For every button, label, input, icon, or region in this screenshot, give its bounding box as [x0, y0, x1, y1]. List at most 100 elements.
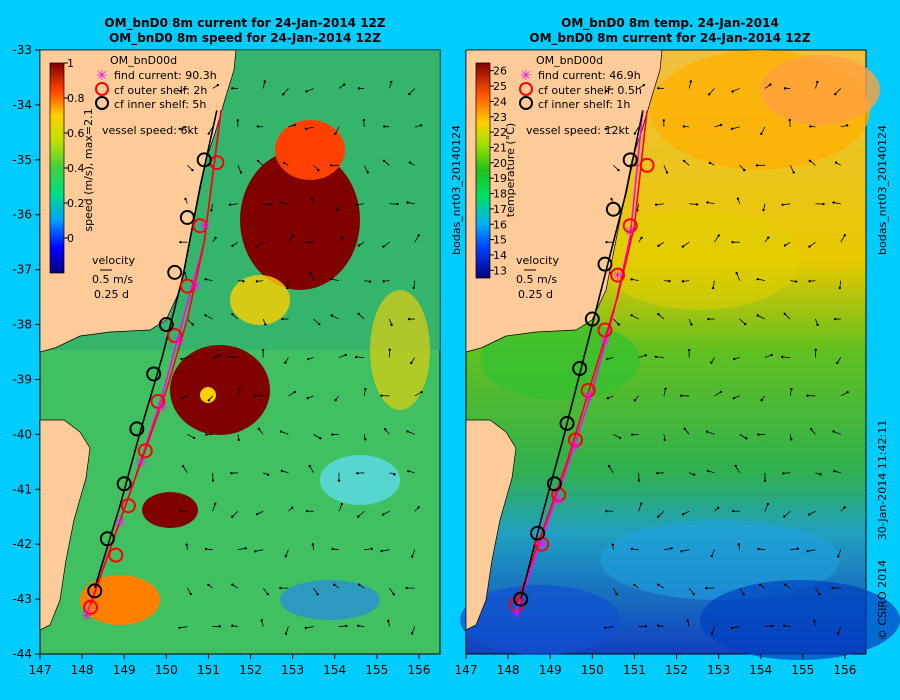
current-arrow-head	[737, 543, 741, 546]
current-arrow-head	[711, 286, 715, 290]
right-legend-inner-shelf-icon	[519, 96, 533, 110]
current-arrow-head	[767, 236, 770, 239]
current-arrow-head	[285, 286, 289, 290]
current-arrow-head	[309, 272, 312, 275]
current-arrow	[305, 626, 314, 629]
colorbar-tick-label: 0.6	[67, 127, 85, 140]
find-current-marker: ✳	[599, 334, 611, 350]
current-arrow-head	[356, 472, 359, 475]
current-arrow	[331, 315, 340, 320]
current-arrow-head	[736, 197, 740, 200]
right-chart-title: OM_bnD0 8m temp. 24-Jan-2014	[561, 16, 779, 31]
current-arrow	[338, 503, 343, 512]
current-arrow-head	[790, 387, 793, 391]
current-arrow-head	[662, 119, 665, 122]
current-arrow-head	[178, 626, 181, 629]
current-arrow-head	[192, 436, 196, 440]
current-arrow-head	[756, 277, 759, 281]
inner-shelf-marker	[87, 583, 103, 599]
current-arrow-head	[832, 201, 835, 204]
inner-shelf-marker	[179, 209, 195, 225]
current-arrow-head	[644, 354, 647, 357]
current-arrow-head	[417, 506, 420, 509]
outer-shelf-marker	[120, 498, 136, 514]
current-arrow-head	[755, 164, 759, 167]
current-arrow-head	[783, 515, 786, 518]
current-arrow-head	[690, 323, 693, 326]
current-arrow-head	[734, 464, 737, 468]
current-arrow	[262, 587, 269, 595]
current-arrow-head	[707, 317, 710, 321]
y-tick-label: -35	[12, 153, 32, 167]
left-legend-header: OM_bnD00d	[110, 54, 177, 67]
current-arrow-head	[266, 473, 270, 476]
current-arrow	[230, 203, 238, 206]
current-arrow-head	[345, 624, 348, 628]
current-arrow	[305, 126, 314, 130]
outer-shelf-marker	[622, 218, 638, 234]
current-arrow-head	[255, 513, 259, 516]
colorbar-tick-label: 17	[493, 203, 507, 216]
current-arrow	[663, 388, 666, 397]
colorbar-tick-label: 0.4	[67, 162, 85, 175]
current-arrow	[638, 503, 642, 512]
current-arrow-head	[831, 586, 834, 590]
x-tick-label: 151	[197, 663, 220, 677]
left-colorbar	[49, 62, 65, 274]
current-arrow	[414, 235, 420, 243]
current-arrow	[840, 391, 848, 397]
current-arrow-head	[336, 208, 339, 212]
x-tick-label: 156	[833, 663, 856, 677]
current-arrow-head	[382, 280, 385, 283]
current-arrow-head	[743, 322, 747, 326]
current-arrow-head	[216, 83, 220, 87]
x-tick-label: 155	[791, 663, 814, 677]
current-arrow-head	[760, 398, 763, 402]
current-arrow	[414, 391, 422, 397]
current-arrow-head	[396, 202, 399, 206]
current-arrow-head	[406, 201, 409, 204]
current-arrow-head	[263, 80, 266, 83]
current-arrow-head	[630, 314, 633, 317]
current-arrow-head	[364, 438, 367, 441]
left-y-axis-ticks: -33 -34 -35 -36 -37 -38 -39 -40 -41 -42 -43 -44	[12, 43, 40, 661]
current-arrow-head	[845, 124, 849, 127]
current-arrow-head	[708, 161, 712, 165]
current-arrow-head	[204, 278, 207, 281]
current-arrow-head	[808, 280, 811, 283]
outer-shelf-marker	[179, 278, 195, 294]
x-tick-label: 147	[29, 663, 52, 677]
right-colorbar-label: temperature (°C)	[504, 123, 517, 217]
current-arrow-head	[231, 244, 234, 248]
current-arrow-head	[731, 240, 734, 244]
current-arrow-head	[417, 234, 420, 237]
current-arrow-head	[390, 80, 393, 84]
current-arrow-head	[834, 161, 838, 164]
left-legend-outer-shelf: cf outer shelf: 2h	[114, 84, 207, 97]
current-arrow	[338, 625, 347, 627]
left-velocity-key-time: 0.25 d	[94, 288, 129, 301]
current-arrow	[760, 126, 766, 135]
current-arrow-head	[705, 586, 708, 590]
colorbar-tick-label: 19	[493, 172, 507, 185]
current-arrow	[809, 241, 816, 247]
current-arrow-head	[228, 355, 232, 359]
current-arrow-head	[730, 626, 734, 630]
current-arrow-head	[719, 123, 723, 127]
inner-shelf-marker	[530, 525, 546, 541]
inner-shelf-marker	[584, 311, 600, 327]
current-arrow-head	[770, 353, 773, 357]
y-tick-label: -40	[12, 427, 32, 441]
current-arrow-head	[783, 244, 787, 247]
current-arrow	[789, 165, 795, 173]
current-arrow-head	[617, 168, 620, 172]
colorbar-tick-label: 15	[493, 234, 507, 247]
current-arrow	[411, 549, 416, 557]
current-arrow-head	[419, 124, 423, 127]
current-arrow-head	[293, 123, 297, 127]
current-arrow-head	[307, 357, 310, 361]
current-arrow-head	[368, 280, 372, 283]
current-arrow-head	[231, 313, 234, 316]
current-arrow	[663, 547, 672, 551]
current-arrow-head	[334, 398, 337, 402]
